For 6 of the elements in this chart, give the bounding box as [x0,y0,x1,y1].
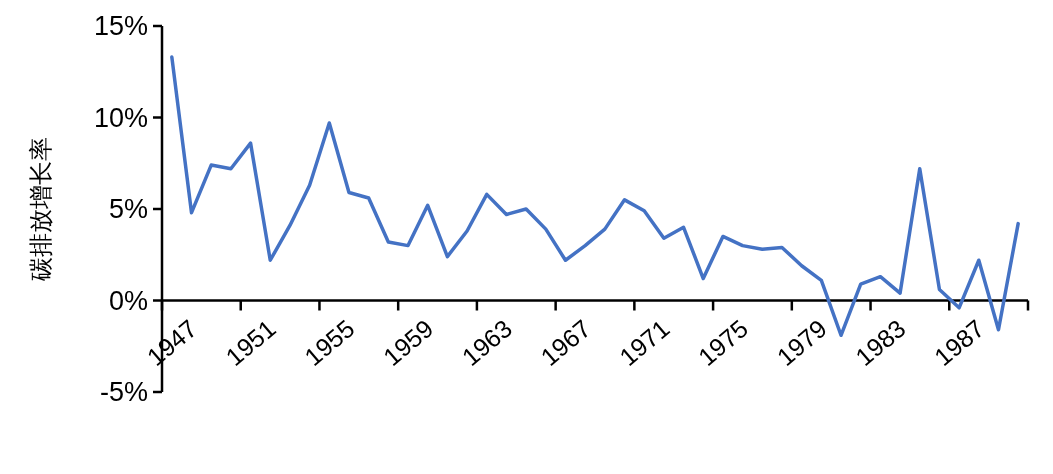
y-tick-label: 5% [108,194,148,224]
y-tick-label: 0% [108,285,148,316]
y-tick-label: 15% [93,11,148,41]
y-tick-label: -5% [99,377,148,407]
y-tick-label: 10% [93,102,148,133]
y-axis-title: 碳排放增长率 [26,137,54,282]
